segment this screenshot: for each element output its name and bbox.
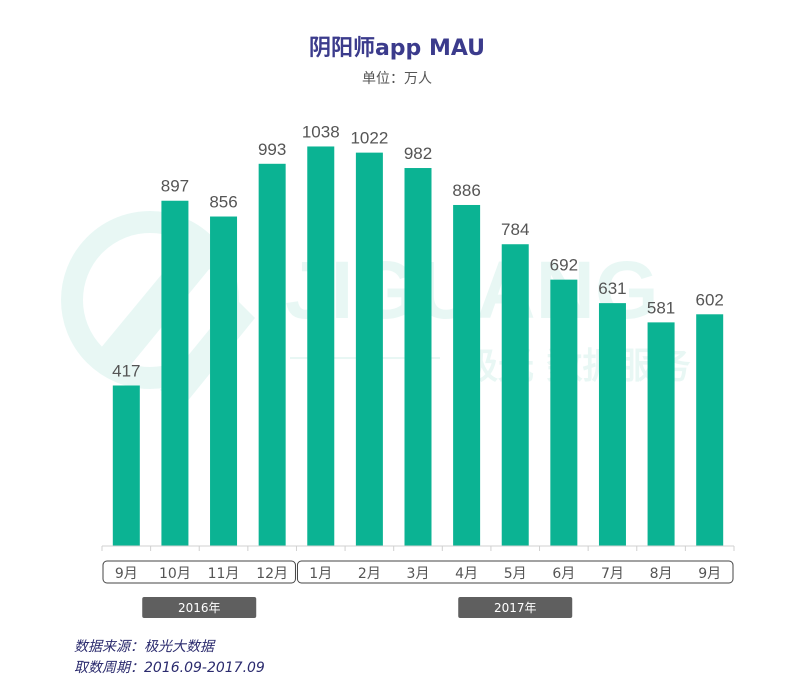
bar bbox=[355, 152, 383, 546]
data-label: 886 bbox=[452, 181, 480, 200]
data-label: 417 bbox=[112, 361, 140, 380]
bar bbox=[647, 322, 675, 546]
year-groups: 2016年 2017年 bbox=[102, 560, 734, 618]
x-tick-label: 9月 bbox=[115, 566, 138, 582]
x-axis: 9月 10月 11月 12月 1月 2月 3月 4月 5月 6月 7月 8月 9月 bbox=[101, 545, 735, 582]
data-label: 897 bbox=[161, 177, 189, 196]
chart-title: 阴阳师app MAU bbox=[308, 36, 486, 61]
bar bbox=[307, 146, 335, 546]
year-badge bbox=[458, 597, 573, 618]
x-tick-label: 8月 bbox=[650, 566, 673, 582]
data-label: 692 bbox=[550, 256, 578, 275]
bar bbox=[550, 279, 578, 546]
year-label: 2017年 bbox=[494, 601, 537, 615]
x-tick-label: 9月 bbox=[698, 566, 721, 582]
bar bbox=[404, 168, 432, 546]
bar bbox=[598, 303, 626, 546]
bar bbox=[453, 204, 481, 546]
data-label: 993 bbox=[258, 140, 286, 159]
data-label: 856 bbox=[209, 193, 237, 212]
bar bbox=[696, 314, 724, 546]
x-tick-label: 6月 bbox=[552, 566, 575, 582]
year-bracket bbox=[102, 560, 296, 584]
x-tick-label: 5月 bbox=[504, 566, 527, 582]
x-tick-label: 10月 bbox=[159, 566, 191, 582]
data-label: 1038 bbox=[302, 122, 340, 141]
bars-layer: 417 897 856 993 1038 1022 982 886 784 692 631 581 60… bbox=[112, 122, 724, 547]
bar bbox=[210, 216, 238, 546]
year-label: 2016年 bbox=[178, 601, 221, 615]
data-label: 982 bbox=[404, 144, 432, 163]
bar bbox=[161, 200, 189, 547]
x-tick-label: 11月 bbox=[208, 566, 240, 582]
x-tick-label: 12月 bbox=[256, 566, 288, 582]
bar bbox=[112, 385, 140, 546]
period-note: 取数周期：2016.09-2017.09 bbox=[74, 660, 265, 676]
source-note: 数据来源：极光大数据 bbox=[74, 639, 214, 655]
x-tick-label: 1月 bbox=[309, 566, 332, 582]
data-label: 784 bbox=[501, 220, 529, 239]
x-tick-label: 2月 bbox=[358, 566, 381, 582]
data-label: 602 bbox=[696, 290, 724, 309]
data-label: 581 bbox=[647, 298, 675, 317]
x-tick-label: 3月 bbox=[407, 566, 430, 582]
data-label: 631 bbox=[598, 279, 626, 298]
chart-unit: 单位：万人 bbox=[362, 71, 432, 87]
year-bracket bbox=[296, 560, 734, 584]
x-tick-label: 7月 bbox=[601, 566, 624, 582]
bar bbox=[501, 244, 529, 546]
bar bbox=[258, 163, 286, 546]
data-label: 1022 bbox=[350, 129, 388, 148]
x-tick-label: 4月 bbox=[455, 566, 478, 582]
year-badge bbox=[142, 597, 257, 618]
